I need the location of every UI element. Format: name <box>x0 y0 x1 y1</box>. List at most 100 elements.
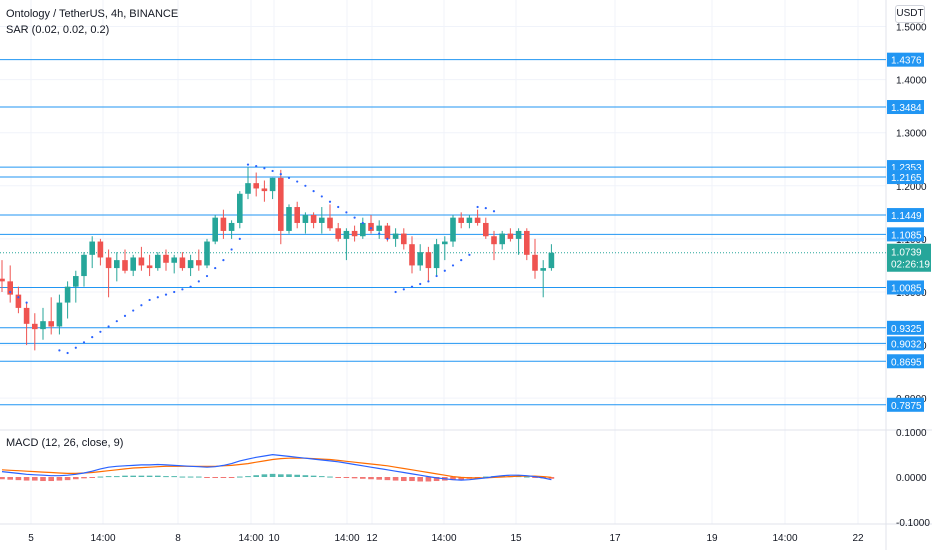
candle-body <box>212 217 218 242</box>
macd-histogram-bar <box>105 476 112 478</box>
level-price-tag <box>887 208 924 223</box>
sar-dot <box>361 221 364 225</box>
sar-dot <box>460 259 463 262</box>
macd-histogram-bar <box>114 476 120 478</box>
candle-body <box>0 278 5 282</box>
sar-dot <box>148 298 151 302</box>
time-tick-label: 14:00 <box>238 533 263 544</box>
macd-histogram-bar <box>368 477 374 480</box>
candle-body <box>97 241 104 258</box>
time-axis[interactable]: 5 14:00 8 14:00 10 14:00 12 14:00 15 17 19 14:00 22 <box>28 533 864 544</box>
time-tick-label: 10 <box>268 533 280 544</box>
level-price-tag <box>887 280 924 295</box>
macd-histogram-bar <box>360 477 366 479</box>
macd-histogram-bar <box>187 476 194 478</box>
sar-dot <box>410 285 414 288</box>
sar-dot <box>189 285 192 288</box>
macd-histogram-bar <box>286 474 292 477</box>
macd-histogram-bar <box>73 477 79 480</box>
candle-body <box>196 260 202 266</box>
time-tick-label: 14:00 <box>772 533 797 544</box>
sar-dot <box>140 304 143 307</box>
sar-dot <box>91 335 94 339</box>
time-tick-label: 14:00 <box>334 533 359 544</box>
sar-dot <box>132 309 135 312</box>
candle-body <box>73 276 79 287</box>
candle-body <box>548 252 555 269</box>
sar-dot <box>99 330 102 333</box>
sar-dot <box>181 288 184 291</box>
sar-dot <box>296 180 299 183</box>
time-tick-label: 8 <box>175 533 181 544</box>
sar-dot <box>369 227 373 230</box>
level-price-tag <box>887 397 924 412</box>
macd-histogram-bar <box>0 477 5 480</box>
macd-histogram-bar <box>15 477 22 481</box>
sar-dot <box>402 288 405 291</box>
macd-indicator-label[interactable]: MACD (12, 26, close, 9) <box>6 437 124 449</box>
macd-histogram-bar <box>450 477 456 481</box>
candle-body <box>220 217 227 231</box>
candle-body <box>294 207 300 223</box>
time-tick-label: 17 <box>609 533 621 544</box>
macd-histogram-bar <box>327 476 333 478</box>
candle-body <box>261 188 268 192</box>
level-price-tag <box>887 52 924 67</box>
macd-pane <box>0 453 555 482</box>
sar-dot <box>230 248 233 251</box>
sar-dot <box>468 253 471 256</box>
macd-histogram-bar <box>401 477 407 482</box>
sar-dot <box>82 341 86 344</box>
candle-body <box>425 252 432 269</box>
candle-body <box>286 207 292 231</box>
macd-histogram-bar <box>97 476 104 478</box>
candle-body <box>384 225 391 239</box>
macd-histogram-bar <box>138 475 145 477</box>
macd-histogram-bar <box>220 477 227 478</box>
candle-body <box>179 257 186 269</box>
candle-body <box>392 233 399 239</box>
candle-body <box>327 217 333 229</box>
price-tick-label: 1.2000 <box>896 182 927 193</box>
candle-body <box>450 217 456 242</box>
horizontal-levels[interactable] <box>0 59 886 406</box>
macd-tick-label: -0.1000 <box>896 518 930 529</box>
macd-histogram-bar <box>89 477 95 478</box>
candle-body <box>187 260 194 269</box>
candle-body <box>245 183 251 194</box>
macd-histogram-bar <box>433 477 440 482</box>
current-price-label: 1.0739 <box>891 248 922 259</box>
macd-histogram-bar <box>384 477 391 481</box>
sar-dot <box>394 290 397 294</box>
sar-dot <box>312 190 315 193</box>
macd-histogram-bar <box>319 476 325 478</box>
time-tick-label: 5 <box>28 533 34 544</box>
level-price-label: 1.2353 <box>891 163 922 174</box>
macd-histogram-bar <box>409 477 415 482</box>
sar-dot <box>271 169 274 173</box>
currency-button[interactable]: USDT <box>895 5 925 23</box>
macd-histogram-bar <box>376 477 382 480</box>
candle-body <box>474 217 481 223</box>
macd-histogram-bar <box>237 476 243 478</box>
sar-indicator-label[interactable]: SAR (0.02, 0.02, 0.2) <box>6 24 110 36</box>
price-axis[interactable]: 1.50001.40001.30001.20001.10001.00000.90… <box>887 23 931 529</box>
candle-body <box>483 222 489 237</box>
candle-body <box>56 302 63 327</box>
candle-body <box>204 241 210 266</box>
time-tick-label: 14:00 <box>431 533 456 544</box>
candle-body <box>417 252 423 266</box>
sar-dot <box>378 232 381 235</box>
candlestick-series <box>0 167 555 351</box>
sar-dot <box>9 290 12 294</box>
candle-body <box>368 222 374 231</box>
candle-body <box>409 244 415 266</box>
sar-dot <box>25 301 28 304</box>
candle-body <box>458 217 464 223</box>
sar-dot <box>123 314 127 317</box>
candle-body <box>343 230 350 239</box>
macd-histogram-bar <box>269 473 276 477</box>
macd-histogram-bar <box>171 476 177 478</box>
macd-histogram-bar <box>179 476 186 478</box>
